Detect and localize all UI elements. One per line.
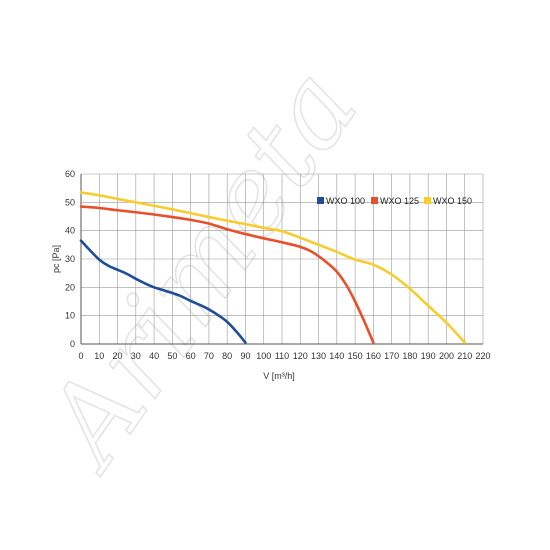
legend-swatch-wxo-150 xyxy=(424,197,431,204)
x-axis-label: V [m³/h] xyxy=(263,371,295,381)
series-line-wxo-150 xyxy=(79,191,467,344)
y-tick-label: 10 xyxy=(65,311,75,321)
axes xyxy=(80,174,483,345)
y-tick-label: 40 xyxy=(65,226,75,236)
grid xyxy=(80,173,484,345)
x-tick-label: 170 xyxy=(384,351,399,361)
series-lines xyxy=(79,191,467,344)
x-tick-label: 200 xyxy=(439,351,454,361)
watermark-logo-text: Arimeta xyxy=(16,46,382,492)
x-tick-label: 60 xyxy=(186,351,196,361)
y-tick-label: 30 xyxy=(65,254,75,264)
x-tick-label: 110 xyxy=(275,351,289,361)
y-tick-label: 20 xyxy=(65,282,75,292)
y-axis-label: pc [Pa] xyxy=(51,245,61,273)
x-tick-label: 120 xyxy=(293,351,308,361)
x-tick-label: 50 xyxy=(167,351,177,361)
x-tick-label: 10 xyxy=(94,351,104,361)
x-tick-label: 70 xyxy=(204,351,214,361)
legend-swatch-wxo-100 xyxy=(317,197,324,204)
y-tick-label: 50 xyxy=(65,197,75,207)
legend-swatch-wxo-125 xyxy=(371,197,378,204)
x-tick-label: 210 xyxy=(457,351,472,361)
x-tick-label: 80 xyxy=(222,351,232,361)
legend-label-wxo-125: WXO 125 xyxy=(380,196,419,206)
x-tick-label: 150 xyxy=(348,351,363,361)
x-tick-label: 140 xyxy=(329,351,344,361)
y-tick-label: 60 xyxy=(65,169,75,179)
series-line-wxo-125 xyxy=(79,205,375,344)
x-tick-label: 220 xyxy=(475,351,490,361)
x-tick-label: 30 xyxy=(131,351,141,361)
tick-labels: 0 10 20 30 40 50 60 70 80 90 100 110 120 130 140 150 160… xyxy=(65,169,491,361)
legend: WXO 100 WXO 125 WXO 150 xyxy=(317,196,472,206)
legend-label-wxo-150: WXO 150 xyxy=(433,196,472,206)
x-tick-label: 160 xyxy=(366,351,381,361)
watermark: Arimeta xyxy=(16,45,384,493)
x-tick-label: 20 xyxy=(113,351,123,361)
x-tick-label: 190 xyxy=(421,351,436,361)
x-tick-label: 90 xyxy=(240,351,250,361)
legend-label-wxo-100: WXO 100 xyxy=(326,196,365,206)
series-line-wxo-100 xyxy=(79,239,247,344)
x-tick-label: 180 xyxy=(402,351,417,361)
x-tick-label: 100 xyxy=(256,351,271,361)
x-tick-label: 130 xyxy=(311,351,326,361)
x-tick-label: 40 xyxy=(149,351,159,361)
y-tick-label: 0 xyxy=(70,339,75,349)
x-tick-label: 0 xyxy=(78,351,83,361)
